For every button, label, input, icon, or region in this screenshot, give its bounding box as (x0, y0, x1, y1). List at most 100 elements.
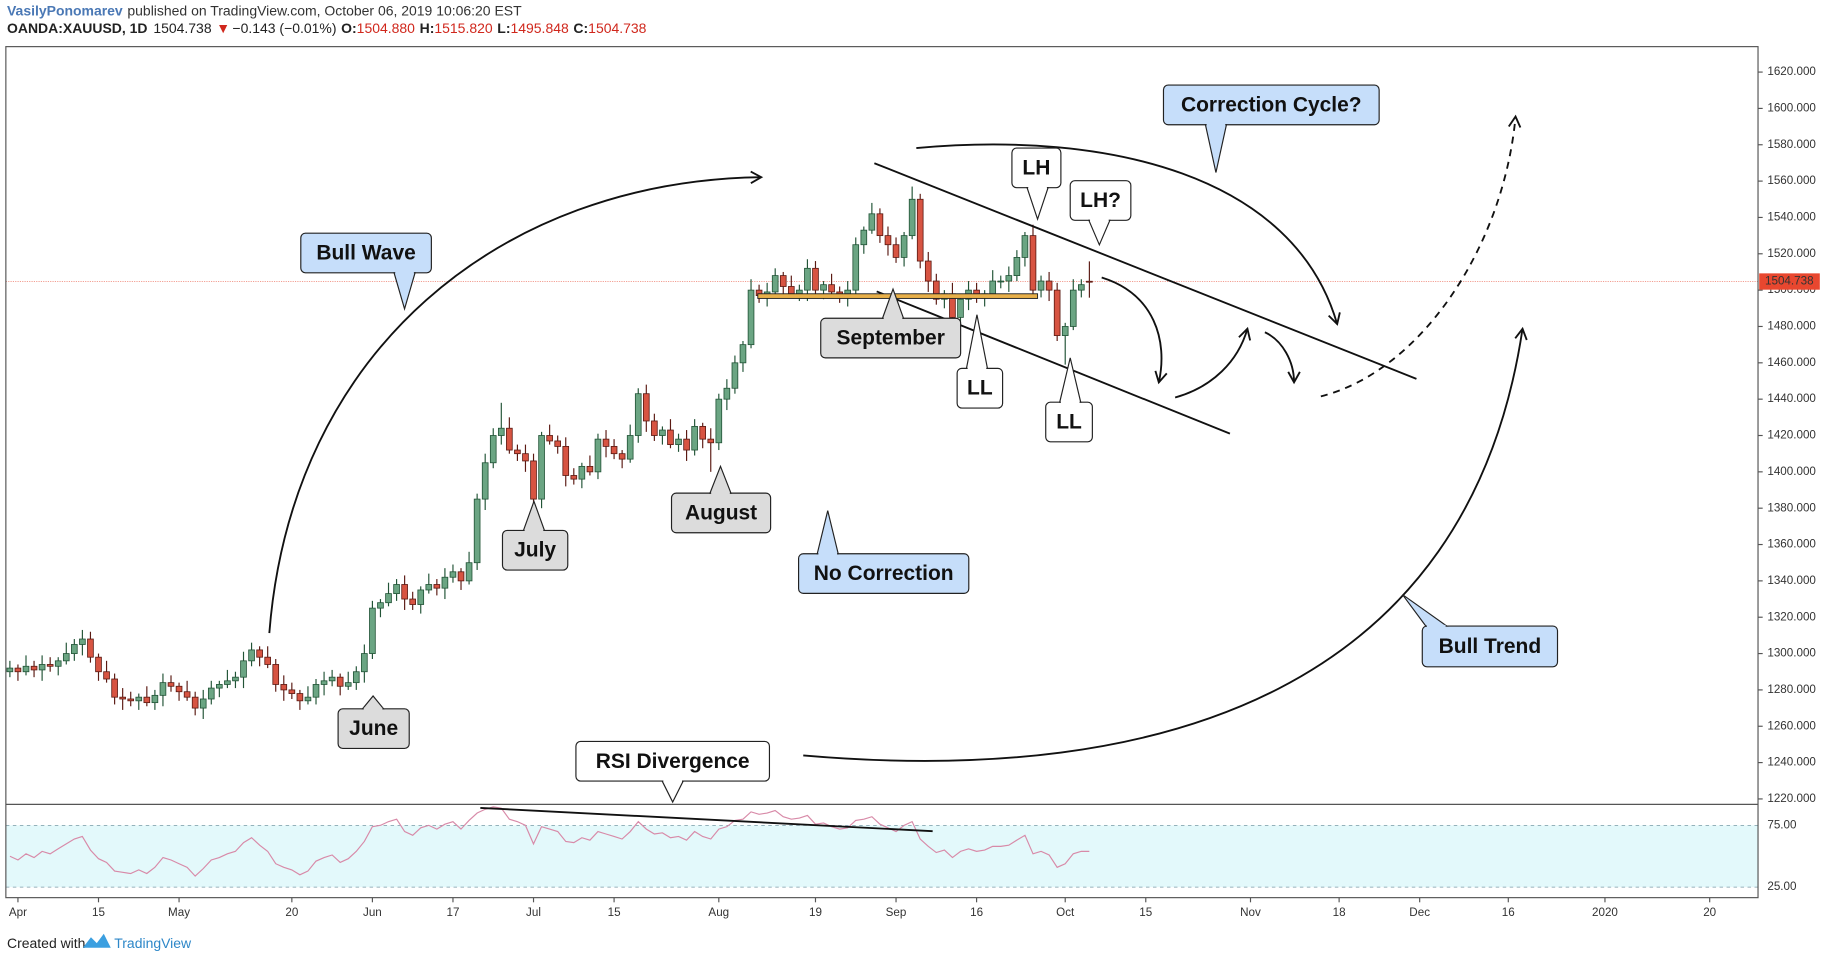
candle-body (868, 213, 876, 231)
path-arrow (1101, 276, 1168, 385)
y-tick-label: 1420.000 (1767, 429, 1816, 442)
ohlc-value: 1495.848 (510, 20, 568, 36)
candle-body (1061, 326, 1069, 336)
callout-pointer (1087, 219, 1111, 247)
channel-bottom (876, 290, 1231, 435)
candle-body (127, 698, 135, 702)
channel-top (874, 162, 1417, 380)
candle-body (441, 576, 449, 589)
header-line-1: VasilyPonomarev published on TradingView.… (7, 2, 522, 18)
symbol: OANDA:XAUUSD, 1D (7, 20, 147, 36)
callout-box (798, 553, 970, 594)
callout-text: LL (967, 377, 993, 400)
candle-body (626, 435, 634, 460)
candle-body (135, 696, 143, 702)
candle-body (143, 696, 151, 704)
candle-body (22, 665, 30, 673)
candle-body (425, 584, 433, 591)
y-tick-label: 1380.000 (1767, 501, 1816, 514)
author[interactable]: VasilyPonomarev (7, 2, 123, 18)
candle-body (14, 667, 22, 673)
candle-body (369, 607, 376, 654)
x-tick-label: Dec (1409, 906, 1430, 919)
candle-body (38, 664, 46, 671)
logo-icon (82, 933, 111, 948)
footer-brand[interactable]: TradingView (114, 935, 192, 951)
candle-body (900, 235, 908, 258)
x-tick-label: 16 (970, 906, 983, 919)
candle-body (860, 229, 868, 246)
candle-body (779, 275, 787, 287)
callout-text: Bull Trend (1439, 635, 1542, 658)
drawings (268, 114, 1528, 833)
callout-text: August (685, 501, 757, 524)
rsi-band (5, 825, 1759, 888)
y-tick-label: 1340.000 (1767, 574, 1816, 587)
candle-body (207, 687, 215, 700)
candle-body (30, 665, 38, 671)
candle-body (79, 638, 86, 645)
candle-body (361, 653, 368, 673)
candle-body (71, 644, 78, 654)
candle-body (449, 571, 457, 578)
candle-body (739, 344, 747, 364)
candle-body (602, 438, 610, 447)
candle-body (232, 676, 239, 682)
callout-text: September (836, 327, 944, 350)
rsi-tick-label: 25.00 (1767, 880, 1797, 893)
candle-body (54, 660, 62, 667)
y-tick-label: 1560.000 (1767, 174, 1816, 187)
candle-body (46, 664, 54, 667)
x-tick-label: Oct (1056, 906, 1075, 919)
candle-body (771, 275, 779, 293)
y-tick-label: 1440.000 (1767, 392, 1816, 405)
candle-body (119, 696, 126, 700)
callout-pointer (661, 780, 685, 804)
candle-body (473, 498, 481, 564)
x-tick-label: Aug (708, 906, 729, 919)
candle-body (634, 393, 642, 436)
y-tick-label: 1520.000 (1767, 247, 1816, 260)
axes: 1220.000 1240.000 1260.000 1280.000 1300.000… (9, 65, 1820, 919)
ohlc-value: 1515.820 (434, 20, 492, 36)
y-tick-label: 1620.000 (1767, 65, 1816, 78)
candle-body (199, 698, 207, 709)
x-tick-label: 18 (1333, 906, 1346, 919)
candle-body (715, 398, 723, 444)
candle-body (1053, 289, 1061, 336)
rsi-tick-label: 75.00 (1767, 818, 1797, 831)
candle-body (151, 694, 159, 704)
candle-body (554, 440, 561, 447)
change: −0.143 (−0.01%) (232, 20, 336, 36)
bull-wave-arrow (268, 170, 764, 634)
candle-body (328, 676, 336, 682)
candle-body (659, 429, 666, 436)
y-tick-label: 1220.000 (1767, 792, 1816, 805)
candle-body (933, 280, 940, 300)
x-tick-label: May (168, 906, 190, 919)
callout-box (300, 232, 432, 274)
candle-body (957, 298, 964, 318)
candle-body (578, 465, 586, 480)
x-tick-label: Jun (363, 906, 382, 919)
candle-body (852, 244, 860, 291)
x-tick-label: Sep (886, 906, 907, 919)
candle-body (618, 453, 626, 460)
x-tick-label: 20 (1703, 906, 1716, 919)
candle-body (497, 427, 505, 436)
path-arrow (1174, 326, 1252, 399)
candle-body (876, 213, 884, 237)
candle-body (675, 438, 682, 445)
candle-body (409, 598, 416, 605)
candle-body (1037, 280, 1045, 291)
candle-body (312, 684, 320, 698)
candle-body (522, 453, 529, 462)
candle-body (699, 426, 707, 440)
candle-body (489, 435, 497, 464)
support-zone (757, 293, 1039, 299)
rsi-divergence-line (480, 806, 933, 833)
ohlc-label: C: (573, 20, 588, 36)
y-tick-label: 1540.000 (1767, 211, 1816, 224)
callout-box (1162, 84, 1380, 126)
